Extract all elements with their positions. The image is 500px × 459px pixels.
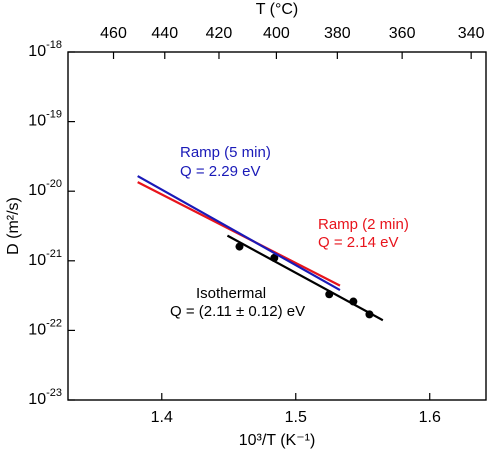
y-tick-base: 10 xyxy=(28,43,46,60)
x2-tick-label: 360 xyxy=(389,25,416,42)
y-tick-exponent: -22 xyxy=(46,317,62,329)
x2-tick-label: 440 xyxy=(151,25,178,42)
y-tick-base: 10 xyxy=(28,391,46,408)
annotation: Q = (2.11 ± 0.12) eV xyxy=(170,303,305,320)
y-tick-label: 10-18 xyxy=(28,39,62,60)
annotation: Ramp (2 min) xyxy=(318,216,409,233)
fit-line xyxy=(137,175,341,292)
annotation: Isothermal xyxy=(196,285,266,302)
y-tick-label: 10-23 xyxy=(28,387,62,408)
y-tick-base: 10 xyxy=(28,113,46,130)
plot-frame xyxy=(67,51,487,401)
x2-tick-label: 380 xyxy=(324,25,351,42)
x2-tick-label: 400 xyxy=(263,25,290,42)
y-tick-label: 10-22 xyxy=(28,317,62,338)
x2-tick-label: 340 xyxy=(458,25,485,42)
data-point xyxy=(235,242,244,251)
annotation: Ramp (5 min) xyxy=(180,144,271,161)
y-tick-base: 10 xyxy=(28,252,46,269)
y-tick-exponent: -18 xyxy=(46,39,62,51)
y-tick-exponent: -20 xyxy=(46,178,62,190)
y-tick-base: 10 xyxy=(28,182,46,199)
x-tick-label: 1.6 xyxy=(419,409,441,426)
y-tick-label: 10-21 xyxy=(28,248,62,269)
y-tick-exponent: -21 xyxy=(46,248,62,260)
annotation: Q = 2.29 eV xyxy=(180,163,260,180)
fit-line xyxy=(226,234,384,322)
y-tick-label: 10-19 xyxy=(28,109,62,130)
x-axis-label: 10³/T (K⁻¹) xyxy=(239,432,316,449)
x2-tick-label: 420 xyxy=(206,25,233,42)
annotation: Q = 2.14 eV xyxy=(318,234,398,251)
x-tick-label: 1.4 xyxy=(151,409,173,426)
x2-axis-label: T (°C) xyxy=(256,1,299,18)
y-tick-exponent: -19 xyxy=(46,109,62,121)
y-axis-label: D (m²/s) xyxy=(5,197,22,255)
x-tick-label: 1.5 xyxy=(285,409,307,426)
y-tick-base: 10 xyxy=(28,322,46,339)
x2-tick-label: 460 xyxy=(100,25,127,42)
y-tick-exponent: -23 xyxy=(46,387,62,399)
y-tick-label: 10-20 xyxy=(28,178,62,199)
